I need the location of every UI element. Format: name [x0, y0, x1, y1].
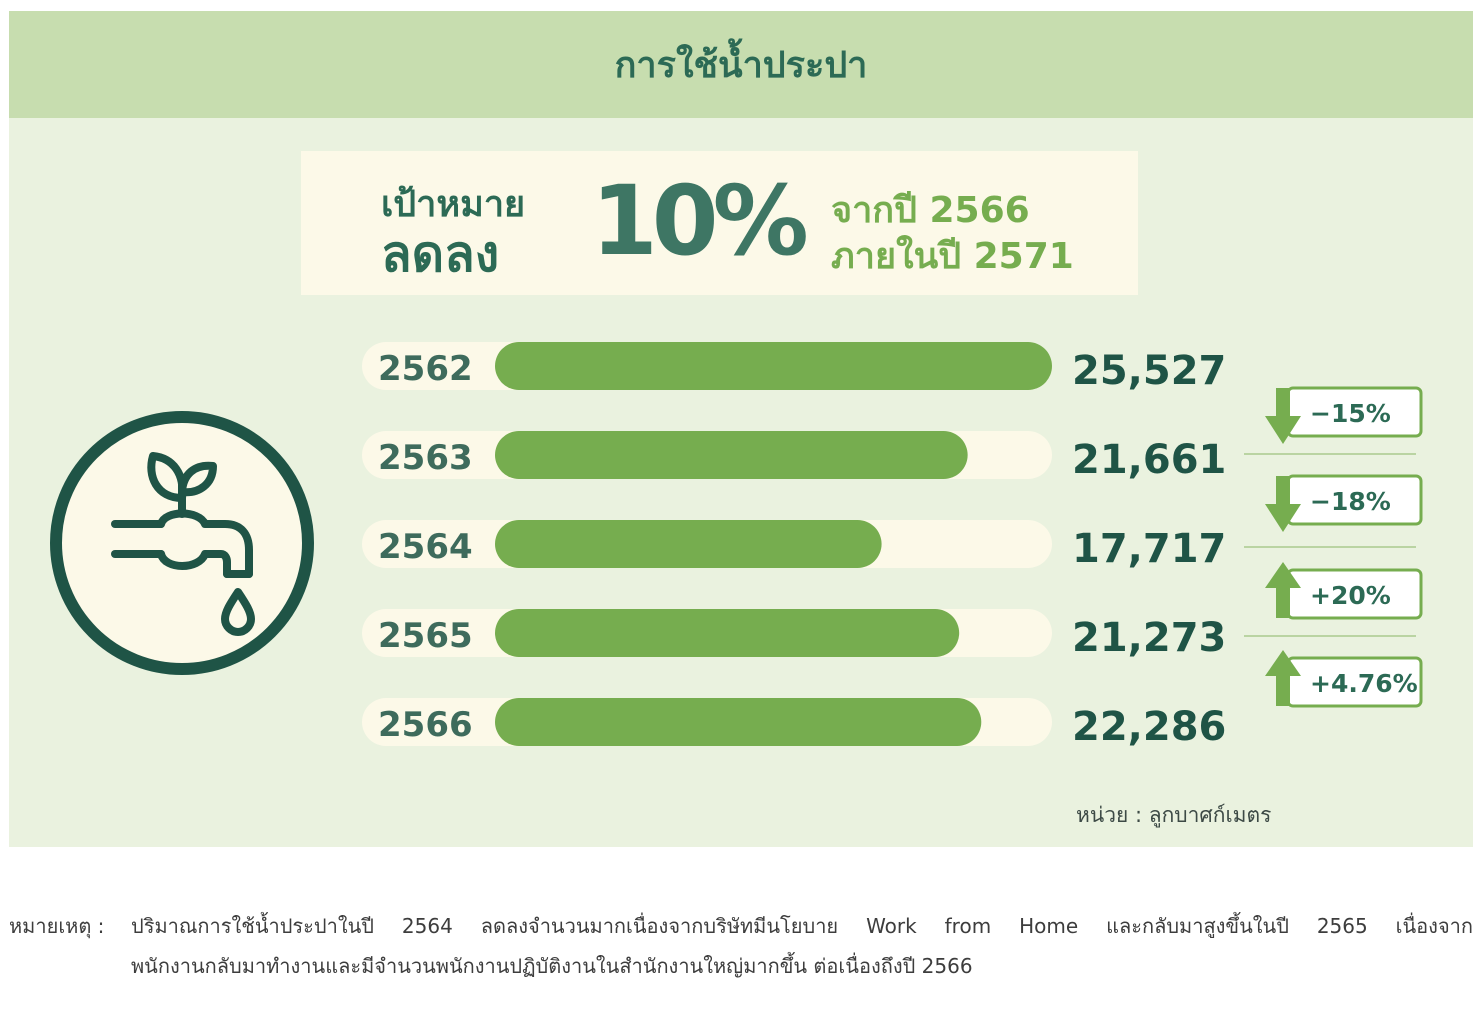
arrow-down-icon — [1265, 388, 1301, 444]
bar-category-label: 2564 — [378, 527, 473, 567]
footnote-label: หมายเหตุ : — [9, 914, 105, 938]
unit-label: หน่วย : ลูกบาศก์เมตร — [1076, 803, 1272, 827]
target-from-year: จากปี 2566 — [831, 190, 1030, 231]
target-box: เป้าหมาย ลดลง 10% จากปี 2566 ภายในปี 257… — [301, 151, 1138, 295]
arrow-down-icon — [1265, 476, 1301, 532]
bar-value-label: 17,717 — [1072, 526, 1226, 572]
arrow-up-icon — [1265, 650, 1301, 706]
bar-value-label: 22,286 — [1072, 704, 1226, 750]
bar-value-label: 21,661 — [1072, 437, 1226, 483]
water-tap-with-sprout-icon — [49, 410, 315, 676]
change-indicator-up: +20% — [1265, 562, 1423, 620]
change-indicators: −15% −18% +20% +4.76% — [1244, 386, 1423, 708]
target-within-year: ภายในปี 2571 — [831, 236, 1074, 277]
target-percent: 10% — [591, 165, 809, 277]
arrow-up-icon — [1265, 562, 1301, 618]
change-label: +4.76% — [1310, 669, 1418, 698]
change-indicator-down: −18% — [1265, 474, 1423, 532]
bar-2565 — [495, 609, 960, 657]
change-label: −18% — [1310, 487, 1391, 516]
infographic-title: การใช้น้ำประปา — [614, 45, 868, 86]
bar-value-label: 25,527 — [1072, 348, 1226, 394]
bar-2564 — [495, 520, 882, 568]
change-indicator-down: −15% — [1265, 386, 1423, 444]
bar-category-label: 2563 — [378, 438, 473, 478]
bar-value-label: 21,273 — [1072, 615, 1226, 661]
bar-2562 — [495, 342, 1052, 390]
target-label-line1: เป้าหมาย — [381, 184, 526, 225]
change-label: +20% — [1310, 581, 1391, 610]
bar-2566 — [495, 698, 982, 746]
bar-category-label: 2566 — [378, 705, 473, 745]
bar-2563 — [495, 431, 968, 479]
bar-chart: 2562 25,527 2563 21,661 2564 17,717 2565 21,273… — [362, 342, 1226, 750]
bar-category-label: 2565 — [378, 616, 473, 656]
header-banner: การใช้น้ำประปา — [9, 11, 1473, 118]
change-label: −15% — [1310, 399, 1391, 428]
change-indicator-up: +4.76% — [1265, 650, 1423, 708]
footnote-line2: พนักงานกลับมาทำงานและมีจำนวนพนักงานปฏิบั… — [131, 954, 973, 978]
target-label-line2: ลดลง — [381, 225, 500, 283]
bar-category-label: 2562 — [378, 349, 473, 389]
footnote-line1: ปริมาณการใช้น้ำประปาในปี 2564 ลดลงจำนวนม… — [131, 914, 1473, 938]
